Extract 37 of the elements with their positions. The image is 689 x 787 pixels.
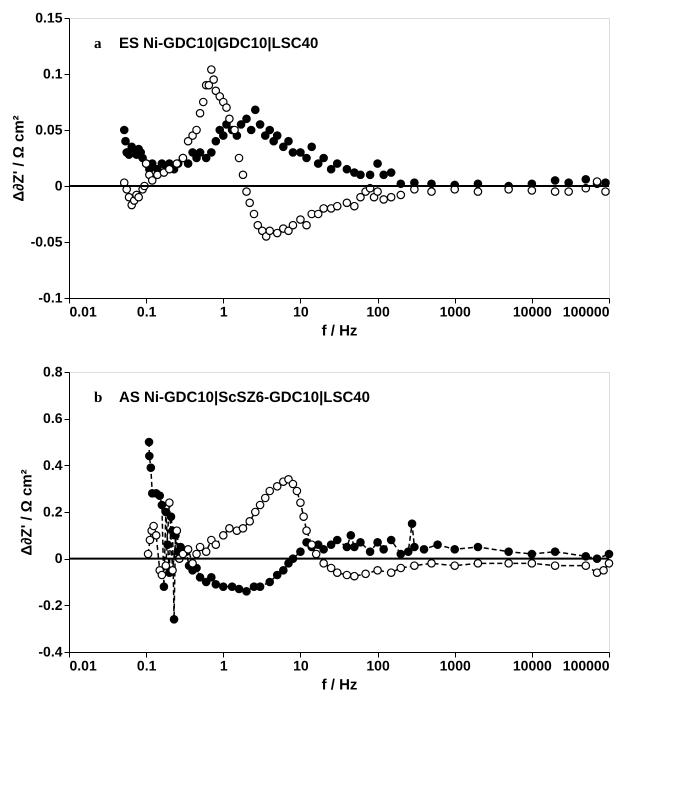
- y-tick-label: 0.2: [43, 504, 63, 520]
- x-tick-label: 0.01: [70, 304, 97, 320]
- x-tick-label: 100: [366, 304, 390, 320]
- y-tick-label: 0.05: [35, 122, 63, 138]
- x-tick-label: 10000: [512, 658, 552, 674]
- x-tick-label: 10: [293, 658, 309, 674]
- y-axis-title: Δ∂Z' / Ω cm²: [18, 469, 36, 556]
- x-tick-label: 1: [220, 304, 228, 320]
- x-tick-label: 1000: [440, 304, 471, 320]
- x-tick-label: 0.1: [136, 658, 157, 674]
- x-tick-label: 1: [220, 658, 228, 674]
- y-tick-label: 0.8: [43, 364, 63, 380]
- y-axis-title: Δ∂Z' / Ω cm²: [10, 115, 28, 202]
- annotation: a: [94, 36, 102, 52]
- annotation: b: [94, 390, 102, 406]
- y-tick-label: 0.4: [43, 456, 63, 473]
- y-tick-label: 0: [54, 178, 63, 194]
- x-tick-label: 100000: [562, 658, 610, 674]
- x-axis-title: f / Hz: [322, 322, 358, 340]
- x-tick-label: 10: [293, 304, 309, 320]
- x-tick-label: 0.01: [70, 658, 97, 674]
- x-tick-label: 100000: [562, 304, 610, 320]
- annotation: ES Ni-GDC10|GDC10|LSC40: [119, 35, 318, 52]
- y-tick-label: 0: [54, 550, 63, 566]
- y-tick-label: -0.2: [38, 596, 63, 613]
- x-tick-label: 100: [366, 658, 390, 674]
- y-tick-label: 0.6: [43, 410, 63, 426]
- y-tick-label: -0.05: [30, 234, 63, 250]
- y-tick-label: 0.15: [35, 10, 63, 26]
- x-axis-title: f / Hz: [322, 676, 358, 694]
- x-tick-label: 1000: [440, 658, 471, 674]
- y-tick-label: 0.1: [43, 66, 63, 82]
- annotation: AS Ni-GDC10|ScSZ6-GDC10|LSC40: [119, 389, 370, 406]
- x-tick-label: 10000: [512, 304, 552, 320]
- y-tick-label: -0.4: [38, 644, 63, 660]
- y-tick-label: -0.1: [38, 290, 63, 306]
- x-tick-label: 0.1: [136, 304, 157, 320]
